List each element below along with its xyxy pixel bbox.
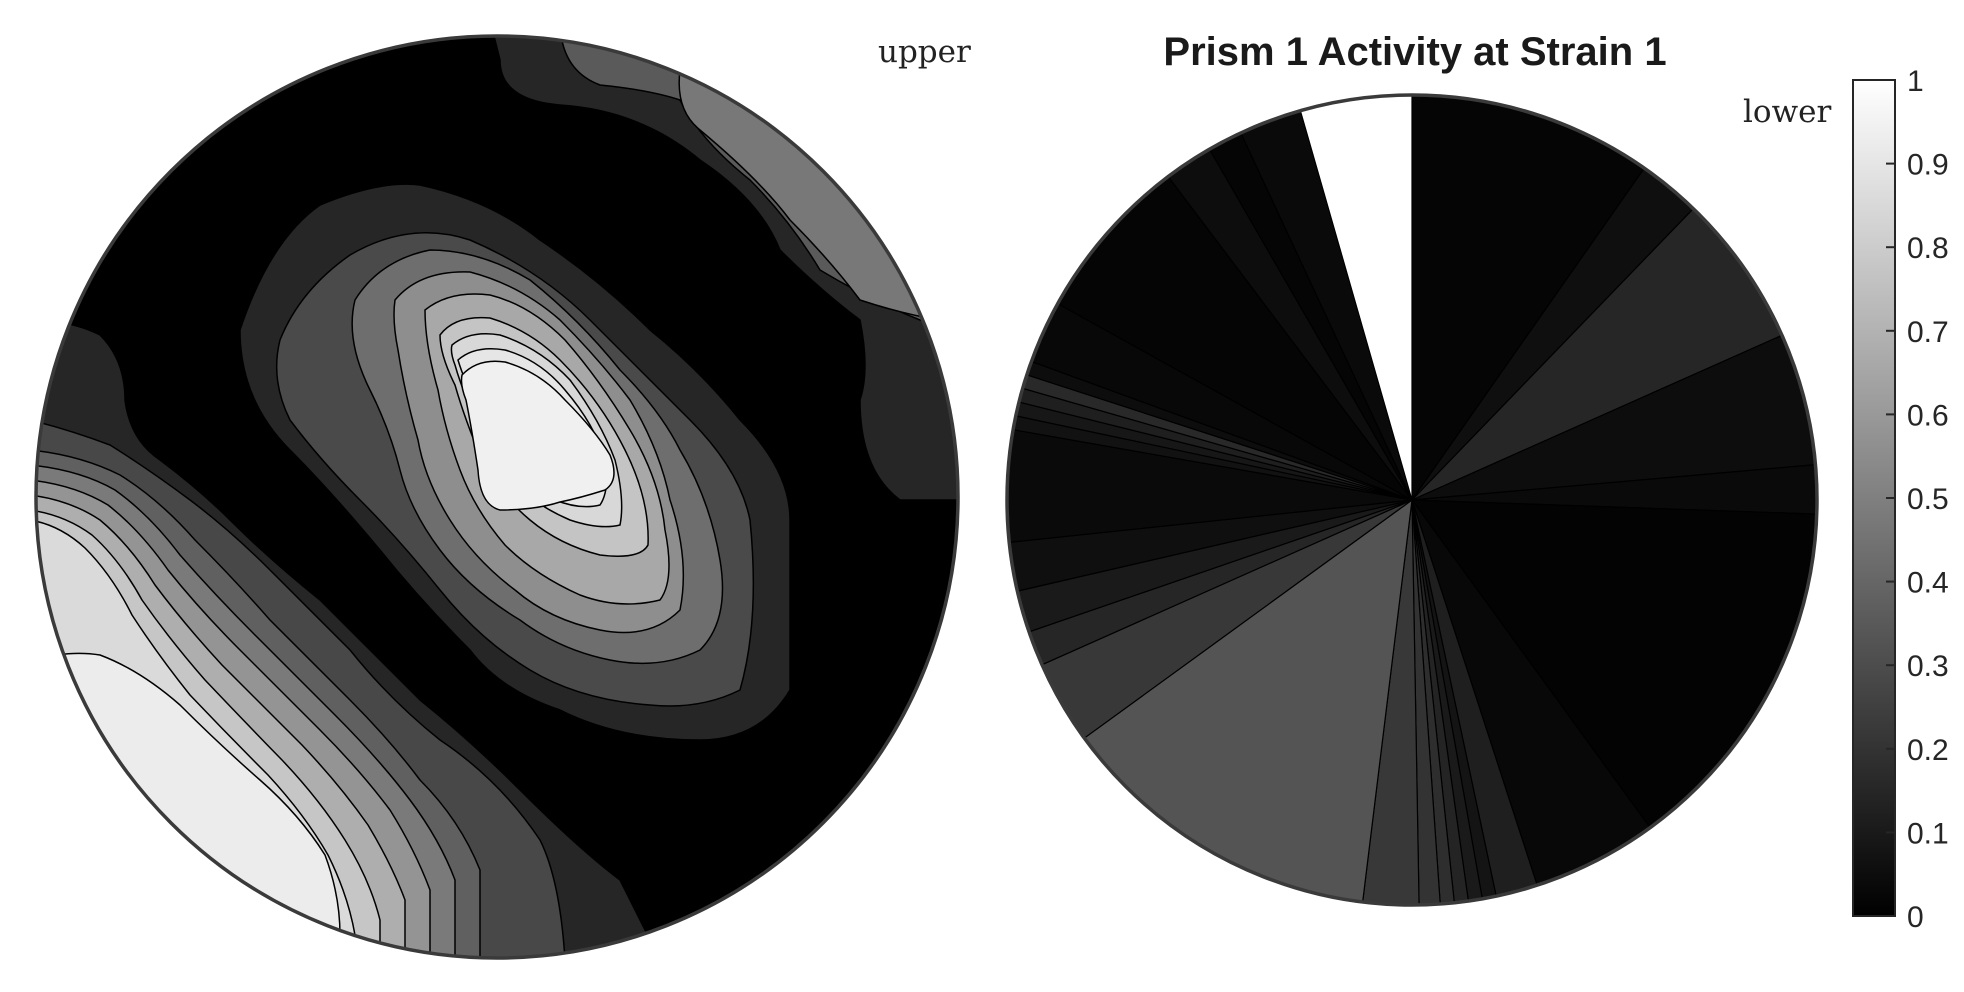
- colorbar-tick-label-10: 1: [1907, 65, 1924, 98]
- colorbar-tick-label-7: 0.7: [1907, 316, 1949, 349]
- colorbar-tick-label-3: 0.3: [1907, 650, 1949, 683]
- right-pole-figure: Prism 1 Activity at Strain 1 lower: [1005, 30, 1831, 907]
- colorbar-tick-label-1: 0.1: [1907, 817, 1949, 850]
- colorbar: 0 0.1 0.2 0.3 0.4 0.5 0.6 0.7 0.8 0.9 1: [1852, 65, 1949, 934]
- colorbar-tick-label-2: 0.2: [1907, 734, 1949, 767]
- pie-sectors: [1006, 94, 1818, 906]
- colorbar-tick-label-6: 0.6: [1907, 399, 1949, 432]
- contour-lobe-9: [460, 360, 615, 511]
- colorbar-tick-label-4: 0.4: [1907, 567, 1949, 600]
- upper-label: upper: [878, 34, 971, 70]
- colorbar-ticks: 0 0.1 0.2 0.3 0.4 0.5 0.6 0.7 0.8 0.9 1: [1886, 65, 1949, 934]
- colorbar-tick-label-5: 0.5: [1907, 483, 1949, 516]
- left-rim: [34, 34, 960, 960]
- left-pole-figure: upper: [34, 34, 971, 960]
- colorbar-tick-label-8: 0.8: [1907, 232, 1949, 265]
- chart-title: Prism 1 Activity at Strain 1: [1163, 30, 1666, 74]
- lower-label: lower: [1743, 94, 1831, 130]
- right-rim: [1005, 93, 1819, 907]
- colorbar-tick-label-0: 0: [1907, 901, 1924, 934]
- colorbar-tick-label-9: 0.9: [1907, 149, 1949, 182]
